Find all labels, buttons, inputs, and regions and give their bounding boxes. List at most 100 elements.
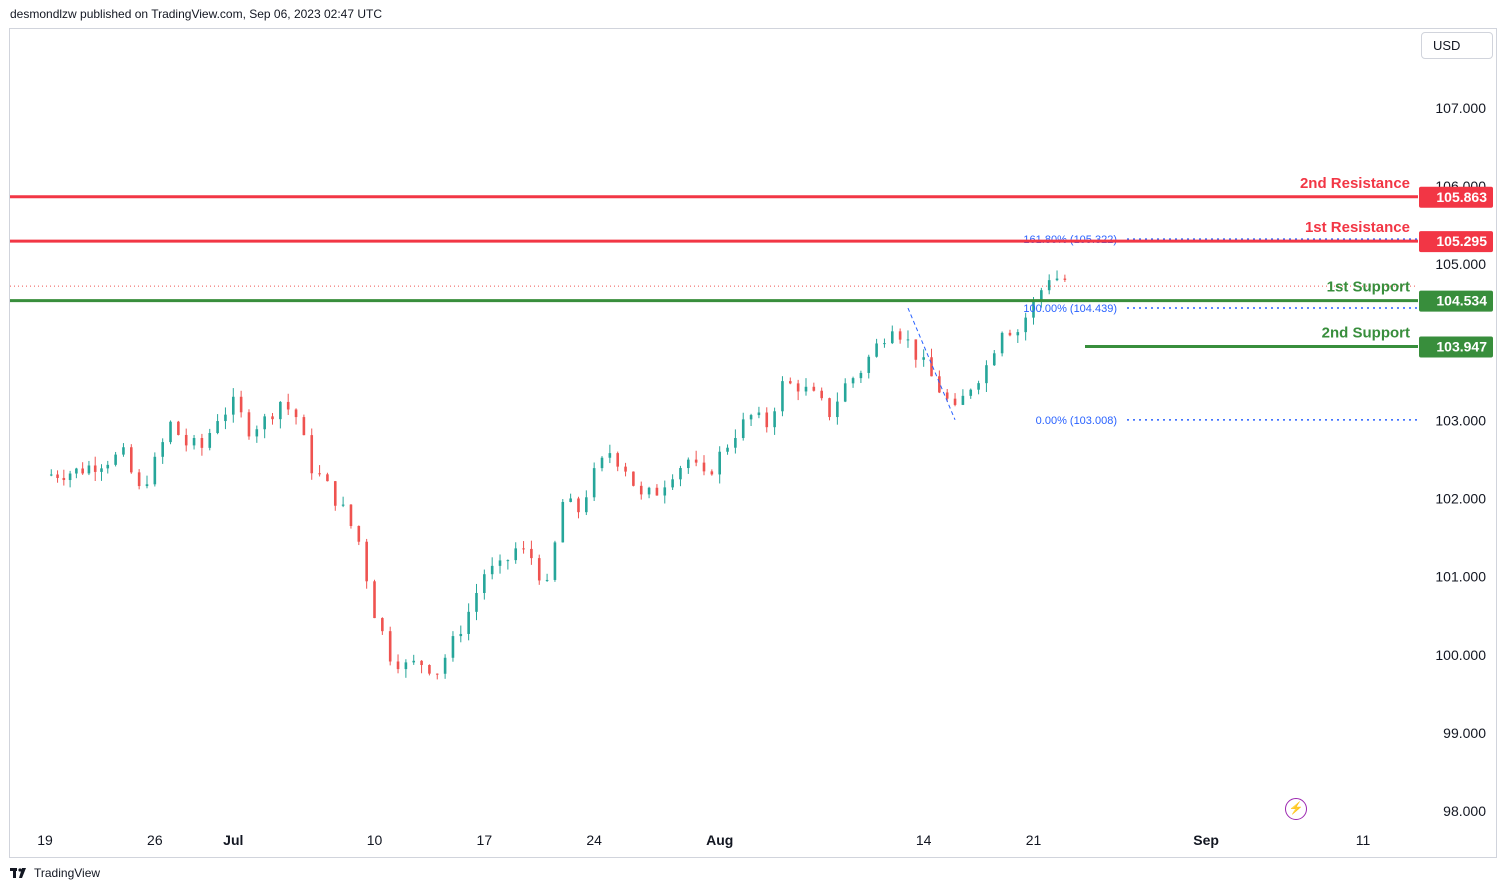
price-tag: [1419, 231, 1493, 253]
candle-body: [349, 504, 353, 526]
candle-body: [961, 395, 965, 405]
candle-body: [279, 401, 282, 420]
candle-body: [514, 548, 518, 561]
candle-body: [890, 331, 894, 344]
candle-body: [553, 542, 557, 580]
candle-body: [741, 419, 745, 439]
candle-body: [585, 497, 588, 513]
candle-body: [153, 456, 157, 485]
candle-body: [545, 579, 549, 581]
candle-body: [1055, 278, 1059, 281]
price-tag-value: 104.534: [1436, 293, 1487, 309]
candle-body: [341, 504, 345, 506]
y-tick-label: 107.000: [1435, 100, 1486, 116]
candle-body: [49, 474, 53, 476]
x-tick-label: Aug: [706, 832, 733, 848]
y-tick-label: 102.000: [1435, 491, 1486, 507]
candle-body: [898, 331, 902, 340]
x-tick-label: 11: [1356, 832, 1371, 848]
tradingview-icon: [10, 868, 26, 878]
candle-body: [184, 434, 188, 446]
candle-body: [294, 409, 298, 418]
x-tick-label: 26: [147, 832, 163, 848]
candle-body: [373, 581, 376, 619]
y-tick-label: 98.000: [1443, 803, 1486, 819]
candle-body: [404, 662, 408, 670]
candle-body: [530, 548, 533, 559]
candle-body: [483, 574, 486, 594]
candle-body: [302, 417, 306, 436]
candle-body: [992, 353, 996, 366]
candle-body: [388, 631, 392, 662]
candle-body: [765, 412, 769, 428]
candle-body: [451, 636, 455, 658]
price-tag: [1419, 336, 1493, 358]
candle-body: [1024, 317, 1027, 333]
candle-body: [1063, 278, 1067, 280]
x-tick-label: 14: [916, 832, 932, 848]
chart-frame: [9, 28, 1497, 858]
candle-body: [663, 487, 667, 496]
candle-body: [679, 468, 682, 480]
candle-body: [522, 548, 525, 550]
support-label: 2nd Support: [1322, 324, 1410, 341]
candle-body: [788, 381, 792, 384]
x-tick-label: Jul: [223, 832, 243, 848]
candle-body: [81, 468, 84, 474]
candle-body: [655, 487, 659, 496]
candle-body: [702, 462, 706, 472]
candle-body: [930, 357, 933, 377]
candle-body: [318, 473, 321, 475]
candle-body: [326, 474, 329, 482]
candle-body: [647, 487, 651, 495]
y-tick-label: 100.000: [1435, 647, 1486, 663]
candle-body: [216, 421, 219, 434]
candle-body: [757, 412, 761, 416]
support-label: 1st Support: [1327, 279, 1410, 296]
candle-body: [639, 485, 643, 495]
candle-body: [718, 451, 721, 475]
candle-body: [592, 468, 596, 498]
candle-body: [114, 454, 117, 465]
candle-body: [600, 457, 604, 469]
candle-body: [467, 611, 470, 634]
candle-body: [365, 541, 368, 582]
candle-body: [333, 481, 337, 506]
candle-body: [671, 479, 674, 488]
candle-body: [867, 356, 871, 373]
candle-body: [208, 433, 212, 448]
candle-body: [490, 565, 494, 575]
lightning-icon[interactable]: ⚡: [1285, 798, 1307, 820]
price-tag: [1419, 290, 1493, 312]
x-tick-label: 19: [37, 832, 53, 848]
candle-body: [828, 398, 831, 418]
candle-body: [796, 383, 800, 392]
publisher-caption: desmondlzw published on TradingView.com,…: [10, 7, 383, 21]
x-tick-label: 17: [477, 832, 493, 848]
candle-body: [883, 343, 886, 345]
y-tick-label: 101.000: [1435, 569, 1486, 585]
candle-body: [1016, 332, 1020, 336]
candle-body: [938, 376, 941, 393]
candle-body: [781, 381, 784, 412]
candle-body: [577, 498, 580, 513]
price-tag: [1419, 186, 1493, 208]
currency-selector[interactable]: USD: [1421, 32, 1493, 59]
candle-body: [820, 390, 823, 399]
candle-body: [851, 378, 855, 384]
candle-body: [734, 438, 737, 448]
tradingview-logo[interactable]: TradingView: [10, 866, 100, 880]
candle-body: [169, 421, 172, 443]
candle-body: [100, 468, 103, 472]
fib-level-label: 100.00% (104.439): [1023, 303, 1117, 315]
candle-body: [137, 472, 141, 487]
candle-body: [68, 473, 72, 481]
candle-body: [435, 673, 439, 675]
x-tick-label: 24: [586, 832, 602, 848]
candle-body: [428, 665, 431, 674]
candle-body: [812, 386, 816, 391]
x-tick-label: Sep: [1193, 832, 1219, 848]
candle-body: [93, 465, 97, 472]
candle-body: [271, 416, 274, 420]
